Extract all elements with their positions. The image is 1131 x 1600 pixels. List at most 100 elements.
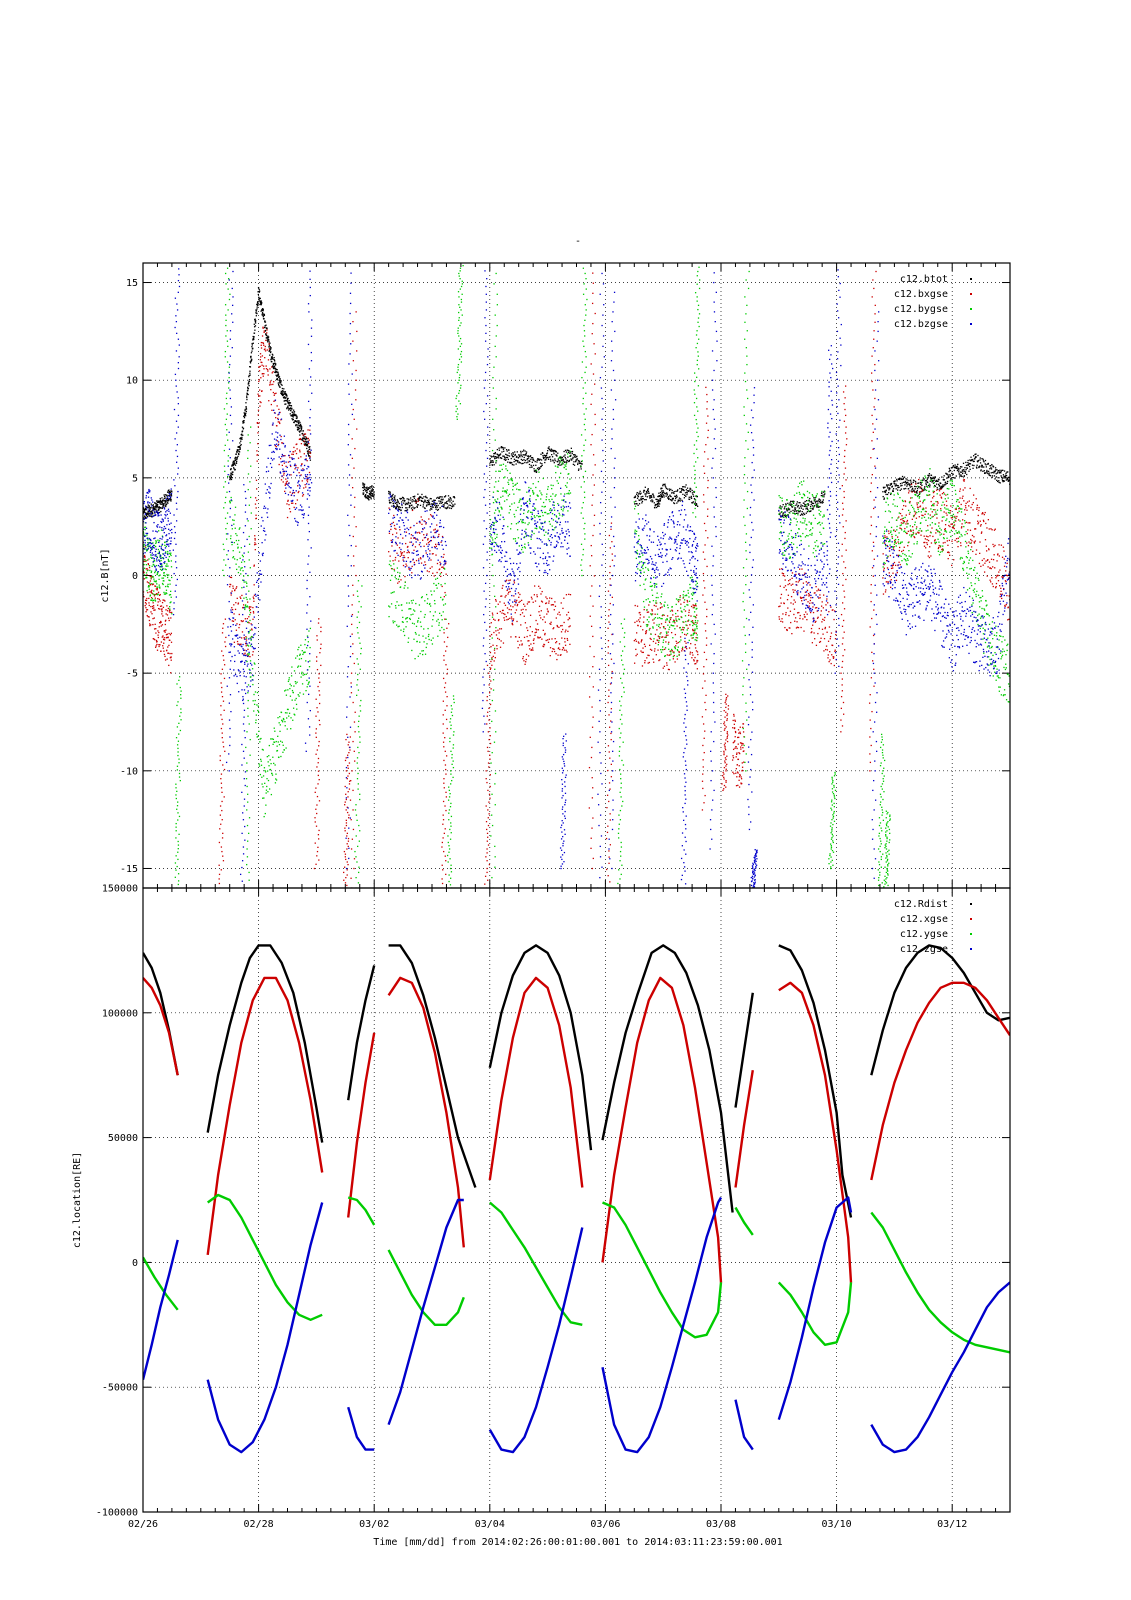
data-point bbox=[245, 636, 247, 638]
data-point bbox=[413, 507, 415, 510]
data-point bbox=[676, 642, 678, 645]
data-point bbox=[302, 494, 305, 496]
data-point bbox=[164, 630, 166, 632]
data-point bbox=[543, 454, 546, 456]
data-point bbox=[258, 378, 260, 381]
data-point bbox=[152, 602, 154, 604]
data-point bbox=[809, 599, 812, 602]
data-point bbox=[537, 636, 539, 638]
data-point bbox=[231, 609, 234, 611]
data-point bbox=[298, 658, 301, 660]
data-point bbox=[284, 490, 286, 493]
data-point bbox=[887, 581, 890, 583]
data-point bbox=[148, 588, 150, 590]
data-point bbox=[430, 639, 432, 641]
data-point bbox=[1004, 605, 1006, 608]
data-point bbox=[922, 479, 924, 481]
data-point bbox=[941, 492, 944, 495]
data-point bbox=[783, 575, 786, 577]
data-point bbox=[149, 580, 152, 582]
data-point bbox=[942, 548, 944, 550]
data-point bbox=[299, 665, 302, 667]
data-point bbox=[903, 476, 906, 478]
data-point bbox=[940, 496, 942, 498]
data-point bbox=[695, 617, 697, 619]
data-point bbox=[993, 472, 995, 474]
data-point bbox=[940, 497, 943, 499]
data-point bbox=[987, 558, 989, 561]
data-point bbox=[284, 690, 286, 692]
data-point bbox=[898, 516, 900, 518]
data-point bbox=[428, 638, 430, 641]
data-point bbox=[789, 578, 791, 581]
data-point bbox=[533, 459, 535, 462]
data-point bbox=[814, 502, 817, 504]
data-point bbox=[501, 457, 503, 460]
data-point bbox=[237, 455, 239, 458]
data-point bbox=[285, 694, 288, 696]
data-point bbox=[255, 514, 257, 516]
data-point bbox=[396, 504, 398, 506]
data-point bbox=[781, 618, 783, 620]
data-point bbox=[989, 567, 992, 569]
data-point bbox=[302, 434, 304, 436]
data-point bbox=[811, 631, 813, 633]
data-point bbox=[646, 492, 648, 494]
data-point bbox=[232, 550, 234, 552]
data-point bbox=[239, 527, 241, 529]
data-point bbox=[990, 465, 992, 467]
data-point bbox=[1004, 604, 1006, 607]
data-point bbox=[912, 532, 915, 534]
data-point bbox=[256, 704, 258, 706]
data-point bbox=[246, 585, 248, 587]
data-point bbox=[254, 322, 257, 324]
data-point bbox=[266, 349, 268, 351]
data-point bbox=[257, 293, 260, 296]
data-point bbox=[559, 464, 561, 466]
data-point bbox=[804, 503, 806, 506]
data-point bbox=[986, 527, 988, 529]
data-point bbox=[938, 522, 940, 524]
data-point bbox=[796, 510, 798, 512]
data-point bbox=[398, 560, 400, 562]
data-point bbox=[159, 507, 161, 509]
data-point bbox=[558, 643, 561, 645]
data-point bbox=[389, 491, 391, 493]
data-point bbox=[690, 605, 693, 608]
data-point bbox=[275, 416, 277, 419]
data-point bbox=[152, 504, 154, 506]
data-point bbox=[419, 557, 422, 559]
data-point bbox=[281, 442, 284, 444]
data-point bbox=[675, 616, 677, 618]
data-point bbox=[814, 498, 816, 501]
data-point bbox=[444, 495, 446, 498]
data-point bbox=[997, 469, 1000, 472]
data-point bbox=[282, 454, 284, 457]
data-point bbox=[809, 611, 812, 614]
data-point bbox=[516, 599, 518, 602]
data-point bbox=[541, 601, 544, 603]
data-point bbox=[955, 517, 957, 520]
data-point bbox=[811, 642, 814, 644]
data-point bbox=[1000, 544, 1003, 546]
data-point bbox=[244, 649, 246, 651]
data-point bbox=[657, 649, 659, 651]
data-point bbox=[236, 623, 238, 625]
data-point bbox=[577, 469, 580, 471]
data-point bbox=[502, 455, 504, 457]
data-point bbox=[494, 499, 496, 501]
data-point bbox=[253, 326, 256, 328]
data-point bbox=[660, 493, 662, 496]
data-point bbox=[948, 539, 951, 542]
data-point bbox=[369, 495, 372, 497]
data-point bbox=[564, 644, 567, 646]
data-point bbox=[249, 366, 252, 368]
data-point bbox=[412, 543, 414, 545]
data-point bbox=[238, 551, 241, 553]
data-point bbox=[252, 596, 254, 598]
data-point bbox=[937, 530, 939, 532]
data-point bbox=[390, 499, 392, 501]
data-point bbox=[535, 619, 537, 622]
data-point bbox=[552, 459, 554, 461]
data-point bbox=[901, 478, 903, 481]
